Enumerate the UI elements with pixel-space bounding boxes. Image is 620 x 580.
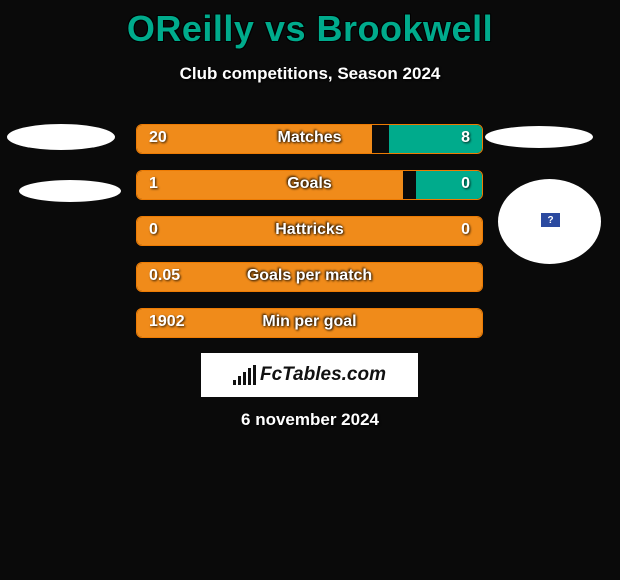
stat-bar-left bbox=[137, 171, 403, 199]
flag-glyph: ? bbox=[547, 215, 553, 226]
stat-value-left: 0 bbox=[149, 221, 158, 239]
club-flag-icon: ? bbox=[541, 213, 560, 227]
stat-value-right: 0 bbox=[461, 221, 470, 239]
stat-bar-right bbox=[416, 171, 482, 199]
stat-value-right: 8 bbox=[461, 129, 470, 147]
logo-text: FcTables.com bbox=[260, 364, 386, 386]
stat-value-left: 1902 bbox=[149, 313, 185, 331]
stat-value-right: 0 bbox=[461, 175, 470, 193]
stat-row: 208Matches bbox=[136, 124, 483, 154]
footer-date: 6 november 2024 bbox=[0, 410, 620, 430]
player2-name: Brookwell bbox=[317, 8, 494, 49]
stat-row: 10Goals bbox=[136, 170, 483, 200]
stat-bar-full bbox=[137, 217, 482, 245]
logo-bars-icon bbox=[233, 365, 256, 385]
vs-separator: vs bbox=[265, 8, 306, 49]
stats-container: 208Matches10Goals00Hattricks0.05Goals pe… bbox=[136, 124, 483, 354]
player1-club-placeholder bbox=[19, 180, 121, 202]
subtitle: Club competitions, Season 2024 bbox=[0, 64, 620, 84]
stat-value-left: 20 bbox=[149, 129, 167, 147]
stat-row: 0.05Goals per match bbox=[136, 262, 483, 292]
player1-avatar-placeholder bbox=[7, 124, 115, 150]
page-title: OReilly vs Brookwell bbox=[0, 0, 620, 50]
player1-name: OReilly bbox=[127, 8, 255, 49]
stat-row: 1902Min per goal bbox=[136, 308, 483, 338]
player2-avatar-placeholder bbox=[485, 126, 593, 148]
branding-logo: FcTables.com bbox=[201, 353, 418, 397]
stat-value-left: 0.05 bbox=[149, 267, 180, 285]
stat-row: 00Hattricks bbox=[136, 216, 483, 246]
stat-bar-full bbox=[137, 263, 482, 291]
stat-bar-full bbox=[137, 309, 482, 337]
stat-bar-left bbox=[137, 125, 372, 153]
stat-value-left: 1 bbox=[149, 175, 158, 193]
